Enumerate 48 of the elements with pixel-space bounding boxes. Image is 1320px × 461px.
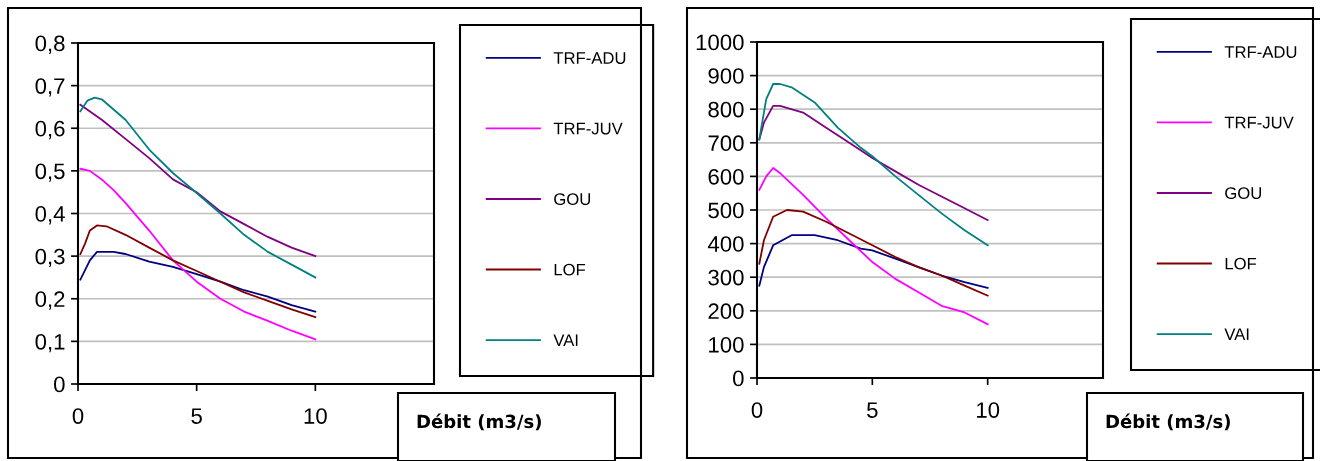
y-tick-label: 0,3 — [35, 248, 65, 268]
line-series — [79, 250, 317, 313]
line-series — [758, 209, 989, 297]
y-tick-label: 0,6 — [35, 120, 65, 140]
x-tick-label: 5 — [191, 408, 202, 424]
y-tick-label: 0 — [733, 370, 744, 387]
line-series — [758, 234, 989, 289]
legend-label: LOF — [1225, 257, 1257, 270]
legend-label: LOF — [554, 263, 586, 276]
line-series — [79, 103, 317, 258]
y-tick-label: 0,8 — [35, 35, 65, 54]
x-tick-label: 10 — [977, 402, 1000, 418]
legend-label: GOU — [554, 193, 591, 205]
legend-label: TRF-JUV — [553, 122, 623, 135]
line-series — [758, 83, 989, 247]
y-tick-label: 0,5 — [35, 163, 65, 182]
legend-label: TRF-ADU — [553, 52, 626, 64]
legend-label: TRF-JUV — [1224, 116, 1294, 129]
x-tick-label: 10 — [304, 408, 327, 424]
y-tick-label: 0,4 — [35, 206, 65, 225]
y-tick-label: 800 — [708, 101, 744, 118]
y-tick-label: 100 — [709, 336, 744, 353]
y-tick-label: 500 — [708, 202, 744, 219]
y-tick-label: 600 — [708, 168, 744, 185]
line-series — [79, 167, 317, 341]
y-tick-label: 0,7 — [35, 78, 65, 97]
x-tick-label: 0 — [72, 408, 84, 424]
y-tick-label: 900 — [708, 68, 744, 84]
x-tick-label: 0 — [751, 402, 763, 418]
legend-label: VAI — [1224, 328, 1249, 340]
legend-label: GOU — [1225, 187, 1262, 199]
y-tick-label: 0,2 — [35, 291, 65, 310]
y-tick-label: 700 — [708, 135, 744, 152]
line-series — [79, 96, 317, 279]
y-tick-label: 0 — [54, 376, 65, 393]
line-series — [758, 104, 989, 221]
y-tick-label: 300 — [708, 269, 744, 286]
x-axis-title: Débit (m3/s) — [1106, 413, 1230, 431]
y-tick-label: 400 — [707, 236, 744, 252]
legend-label: TRF-ADU — [1224, 46, 1297, 58]
x-axis-title: Débit (m3/s) — [417, 413, 541, 431]
line-series — [758, 167, 989, 326]
y-tick-label: 200 — [708, 303, 744, 320]
legend-label: VAI — [553, 334, 578, 346]
x-tick-label: 5 — [867, 402, 878, 418]
y-tick-label: 1000 — [696, 34, 744, 51]
line-series — [79, 224, 317, 318]
y-tick-label: 0,1 — [35, 333, 65, 353]
